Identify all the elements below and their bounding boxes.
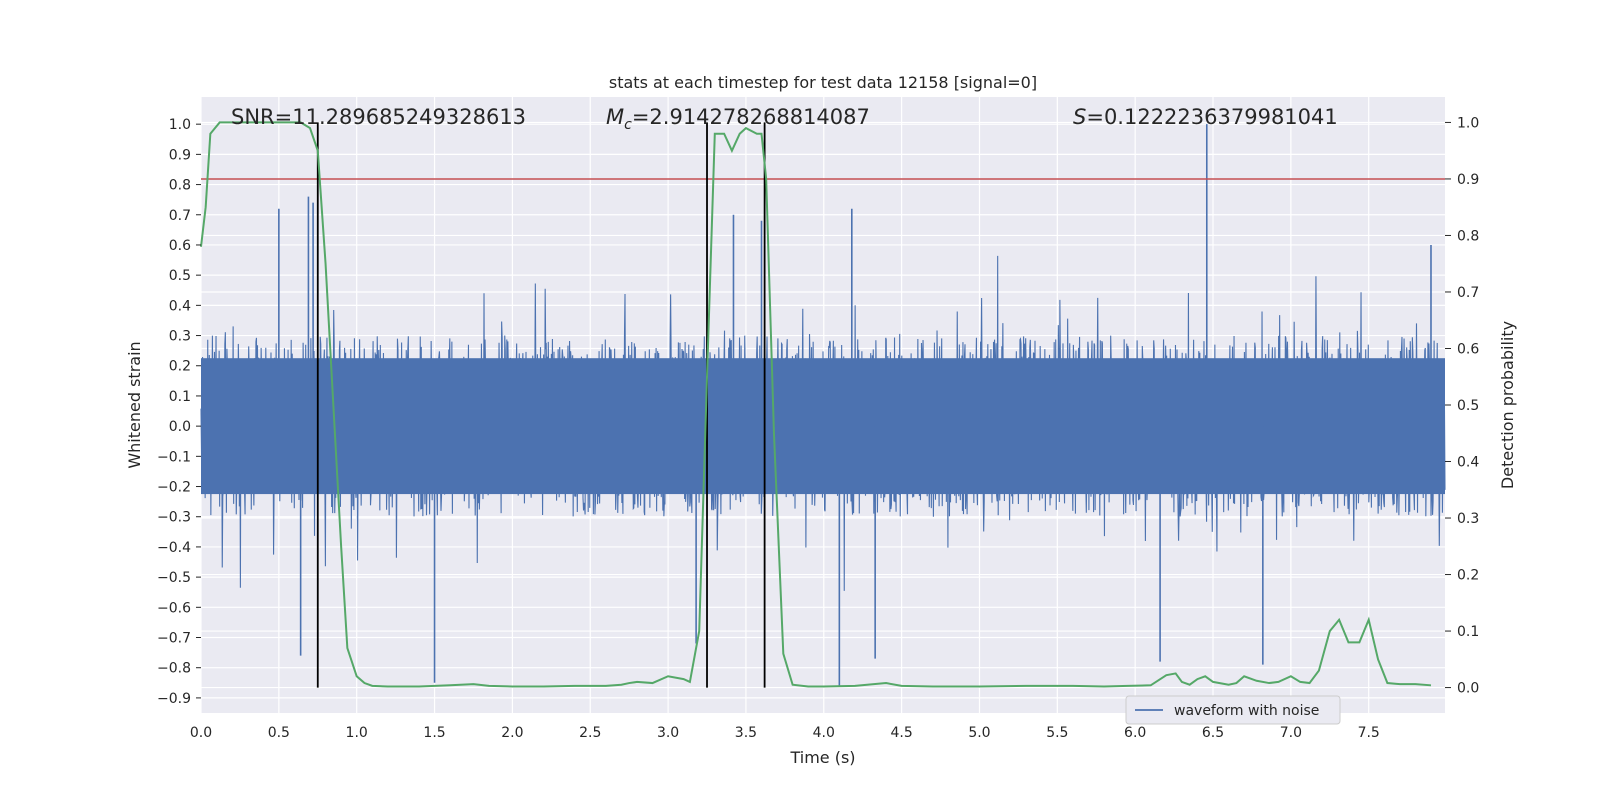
- x-tick-label-6: 3.0: [657, 725, 679, 741]
- y-left-tick-label-4: 0.6: [169, 238, 191, 254]
- y-left-tick-label-1: 0.9: [169, 147, 191, 163]
- y-right-tick-label-1: 0.9: [1457, 172, 1479, 188]
- x-tick-label-8: 4.0: [813, 725, 835, 741]
- waveform-layer: [200, 124, 1446, 686]
- y-left-tick-label-17: −0.7: [157, 631, 191, 647]
- chirp-mass-annotation: Mc=2.914278268814087: [606, 105, 870, 133]
- tick-layer: 0.0 0.5 1.0 1.5 2.0 2.5 3.0 3.5 4.0 4.5 5.0 5.5 6.0 6…: [157, 115, 1479, 741]
- x-tick-label-15: 7.5: [1358, 725, 1380, 741]
- x-tick-label-11: 5.5: [1046, 725, 1068, 741]
- y-right-tick-label-9: 0.1: [1457, 624, 1479, 640]
- x-axis-label: Time (s): [789, 748, 855, 767]
- snr-annotation: SNR=11.289685249328613: [231, 105, 526, 129]
- y-left-tick-label-19: −0.9: [157, 691, 191, 707]
- y-left-tick-label-14: −0.4: [157, 540, 191, 556]
- probability-line: [200, 121, 1432, 688]
- x-tick-label-5: 2.5: [579, 725, 601, 741]
- y-right-tick-label-0: 1.0: [1457, 115, 1479, 131]
- y-left-tick-label-5: 0.5: [169, 268, 191, 284]
- y-left-tick-label-10: 0.0: [169, 419, 191, 435]
- legend-box: [1125, 695, 1341, 725]
- y-left-tick-label-13: −0.3: [157, 510, 191, 526]
- overlay-layer: [200, 121, 1445, 688]
- y-right-tick-label-3: 0.7: [1457, 285, 1479, 301]
- y-right-tick-label-6: 0.4: [1457, 455, 1479, 471]
- x-tick-label-0: 0.0: [190, 725, 212, 741]
- y-left-tick-label-3: 0.7: [169, 208, 191, 224]
- x-tick-label-13: 6.5: [1202, 725, 1224, 741]
- y-right-tick-label-7: 0.3: [1457, 511, 1479, 527]
- y-left-tick-label-11: −0.1: [157, 449, 191, 465]
- y-left-tick-label-8: 0.2: [169, 359, 191, 375]
- x-tick-label-3: 1.5: [423, 725, 445, 741]
- y-right-tick-label-5: 0.5: [1457, 398, 1479, 414]
- chart-title: stats at each timestep for test data 121…: [609, 73, 1037, 92]
- y-left-tick-label-12: −0.2: [157, 480, 191, 496]
- y-left-tick-label-15: −0.5: [157, 570, 191, 586]
- s-symbol: S: [1073, 105, 1086, 129]
- waveform-core-band: [201, 358, 1445, 495]
- s-value: =0.1222236379981041: [1086, 105, 1337, 129]
- x-tick-label-12: 6.0: [1124, 725, 1146, 741]
- y-right-tick-label-4: 0.6: [1457, 341, 1479, 357]
- legend: waveform with noise: [1125, 695, 1341, 725]
- y-left-tick-label-6: 0.4: [169, 298, 191, 314]
- y-left-tick-label-16: −0.6: [157, 600, 191, 616]
- chirp-mass-symbol: M: [606, 105, 624, 129]
- y-left-tick-label-7: 0.3: [169, 329, 191, 345]
- x-tick-label-4: 2.0: [501, 725, 523, 741]
- y-left-tick-label-0: 1.0: [169, 117, 191, 133]
- legend-label-waveform: waveform with noise: [1174, 703, 1319, 719]
- y-right-tick-label-10: 0.0: [1457, 681, 1479, 697]
- x-tick-label-9: 4.5: [890, 725, 912, 741]
- y-right-tick-label-2: 0.8: [1457, 228, 1479, 244]
- y-left-tick-label-9: 0.1: [169, 389, 191, 405]
- y-right-tick-label-8: 0.2: [1457, 568, 1479, 584]
- chirp-mass-value: =2.914278268814087: [632, 105, 870, 129]
- x-tick-label-7: 3.5: [735, 725, 757, 741]
- y-axis-right-label: Detection probability: [1498, 321, 1517, 489]
- x-tick-label-1: 0.5: [268, 725, 290, 741]
- x-tick-label-14: 7.0: [1280, 725, 1302, 741]
- s-annotation: S=0.1222236379981041: [1073, 105, 1338, 129]
- x-tick-label-10: 5.0: [968, 725, 990, 741]
- y-left-tick-label-2: 0.8: [169, 178, 191, 194]
- y-left-tick-label-18: −0.8: [157, 661, 191, 677]
- chirp-mass-subscript: c: [624, 117, 632, 133]
- y-axis-left-label: Whitened strain: [125, 341, 144, 468]
- x-tick-label-2: 1.0: [346, 725, 368, 741]
